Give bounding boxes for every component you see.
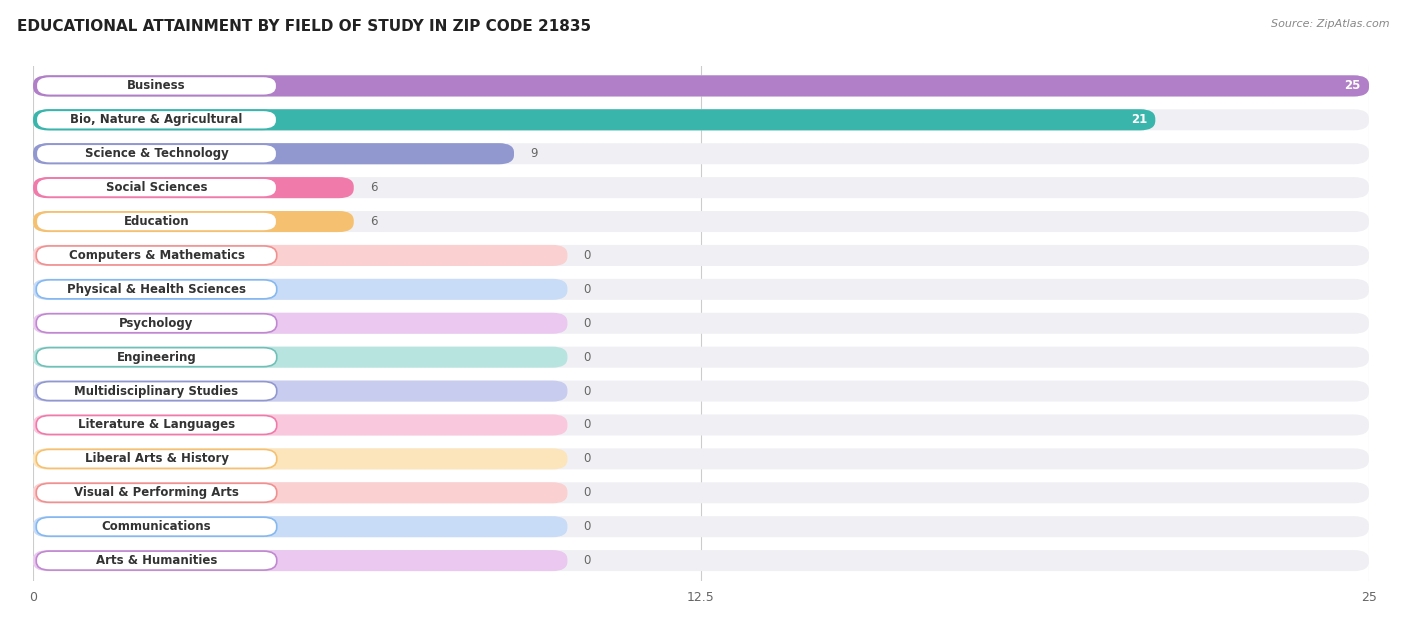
FancyBboxPatch shape: [34, 415, 568, 435]
FancyBboxPatch shape: [34, 448, 1369, 470]
FancyBboxPatch shape: [34, 75, 1369, 97]
FancyBboxPatch shape: [34, 245, 568, 266]
FancyBboxPatch shape: [37, 483, 277, 502]
FancyBboxPatch shape: [34, 482, 568, 503]
Text: 0: 0: [583, 384, 591, 398]
FancyBboxPatch shape: [34, 313, 1369, 334]
Text: 0: 0: [583, 351, 591, 363]
Text: 6: 6: [370, 215, 377, 228]
Text: Education: Education: [124, 215, 190, 228]
Text: 0: 0: [583, 249, 591, 262]
Text: Business: Business: [127, 80, 186, 92]
FancyBboxPatch shape: [34, 550, 568, 571]
FancyBboxPatch shape: [37, 280, 277, 299]
FancyBboxPatch shape: [34, 177, 1369, 198]
FancyBboxPatch shape: [37, 144, 277, 163]
Text: Communications: Communications: [101, 520, 211, 533]
FancyBboxPatch shape: [37, 415, 277, 434]
Text: Liberal Arts & History: Liberal Arts & History: [84, 453, 229, 465]
Text: Arts & Humanities: Arts & Humanities: [96, 554, 217, 567]
FancyBboxPatch shape: [34, 109, 1156, 130]
FancyBboxPatch shape: [34, 143, 515, 164]
Text: Physical & Health Sciences: Physical & Health Sciences: [67, 283, 246, 296]
FancyBboxPatch shape: [34, 313, 568, 334]
Text: 0: 0: [583, 418, 591, 432]
FancyBboxPatch shape: [37, 382, 277, 401]
FancyBboxPatch shape: [37, 111, 277, 130]
Text: Bio, Nature & Agricultural: Bio, Nature & Agricultural: [70, 113, 243, 126]
FancyBboxPatch shape: [37, 313, 277, 332]
FancyBboxPatch shape: [37, 212, 277, 231]
Text: Science & Technology: Science & Technology: [84, 147, 228, 161]
FancyBboxPatch shape: [34, 109, 1369, 130]
FancyBboxPatch shape: [34, 380, 568, 401]
FancyBboxPatch shape: [34, 380, 1369, 401]
FancyBboxPatch shape: [34, 346, 568, 368]
Text: 6: 6: [370, 181, 377, 194]
Text: Engineering: Engineering: [117, 351, 197, 363]
FancyBboxPatch shape: [34, 211, 1369, 232]
FancyBboxPatch shape: [34, 211, 354, 232]
FancyBboxPatch shape: [37, 551, 277, 570]
FancyBboxPatch shape: [34, 177, 354, 198]
FancyBboxPatch shape: [37, 517, 277, 536]
Text: Visual & Performing Arts: Visual & Performing Arts: [75, 486, 239, 499]
FancyBboxPatch shape: [34, 346, 1369, 368]
FancyBboxPatch shape: [34, 448, 568, 470]
FancyBboxPatch shape: [34, 482, 1369, 503]
FancyBboxPatch shape: [34, 279, 568, 300]
FancyBboxPatch shape: [34, 415, 1369, 435]
Text: 9: 9: [530, 147, 537, 161]
FancyBboxPatch shape: [34, 516, 568, 537]
Text: 0: 0: [583, 453, 591, 465]
FancyBboxPatch shape: [34, 211, 354, 232]
FancyBboxPatch shape: [34, 75, 1369, 97]
FancyBboxPatch shape: [34, 109, 1156, 130]
Text: Social Sciences: Social Sciences: [105, 181, 207, 194]
FancyBboxPatch shape: [34, 143, 515, 164]
Text: 21: 21: [1130, 113, 1147, 126]
Text: Source: ZipAtlas.com: Source: ZipAtlas.com: [1271, 19, 1389, 29]
FancyBboxPatch shape: [37, 348, 277, 367]
FancyBboxPatch shape: [34, 245, 1369, 266]
FancyBboxPatch shape: [37, 449, 277, 468]
FancyBboxPatch shape: [34, 177, 354, 198]
Text: Psychology: Psychology: [120, 317, 194, 330]
FancyBboxPatch shape: [34, 75, 1369, 97]
Text: 0: 0: [583, 317, 591, 330]
FancyBboxPatch shape: [37, 178, 277, 197]
Text: 0: 0: [583, 520, 591, 533]
Text: Literature & Languages: Literature & Languages: [77, 418, 235, 432]
FancyBboxPatch shape: [34, 143, 1369, 164]
Text: 0: 0: [583, 554, 591, 567]
FancyBboxPatch shape: [34, 550, 1369, 571]
FancyBboxPatch shape: [37, 246, 277, 265]
FancyBboxPatch shape: [34, 279, 1369, 300]
Text: 0: 0: [583, 486, 591, 499]
Text: 25: 25: [1344, 80, 1361, 92]
Text: Computers & Mathematics: Computers & Mathematics: [69, 249, 245, 262]
Text: EDUCATIONAL ATTAINMENT BY FIELD OF STUDY IN ZIP CODE 21835: EDUCATIONAL ATTAINMENT BY FIELD OF STUDY…: [17, 19, 591, 34]
Text: 0: 0: [583, 283, 591, 296]
FancyBboxPatch shape: [34, 516, 1369, 537]
Text: Multidisciplinary Studies: Multidisciplinary Studies: [75, 384, 239, 398]
FancyBboxPatch shape: [37, 76, 277, 95]
